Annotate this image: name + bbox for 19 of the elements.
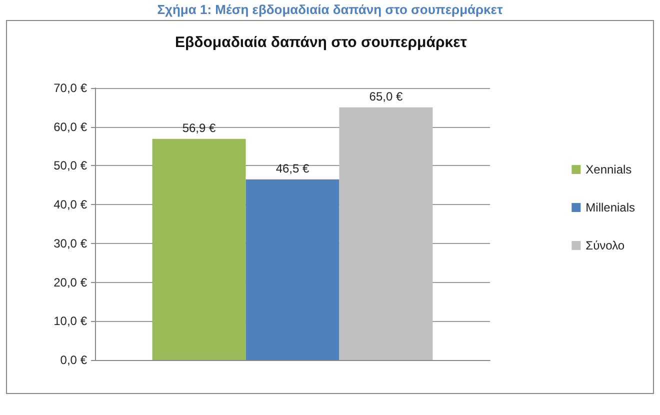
legend-label: Σύνολο bbox=[586, 238, 625, 252]
data-label: 65,0 € bbox=[369, 89, 403, 104]
legend-label: Xennials bbox=[586, 162, 632, 176]
y-tick-label: 10,0 € bbox=[54, 314, 88, 328]
y-tick-label: 0,0 € bbox=[60, 353, 88, 367]
y-tick-label: 50,0 € bbox=[54, 158, 88, 173]
y-tick-label: 70,0 € bbox=[54, 81, 88, 95]
y-tick-label: 40,0 € bbox=[54, 198, 88, 212]
y-tick-label: 20,0 € bbox=[54, 275, 88, 290]
bar bbox=[152, 138, 246, 360]
y-tick-label: 30,0 € bbox=[54, 236, 88, 250]
data-label: 46,5 € bbox=[276, 161, 310, 176]
chart-subtitle: Εβδομαδιαία δαπάνη στο σουπερμάρκετ bbox=[175, 34, 468, 51]
legend-label: Millenials bbox=[586, 200, 636, 214]
chart-title: Σχήμα 1: Μέση εβδομαδιαία δαπάνη στο σουπερμάρκετ bbox=[156, 2, 504, 17]
y-tick-label: 60,0 € bbox=[54, 120, 88, 134]
bar bbox=[339, 107, 433, 360]
bar bbox=[246, 179, 340, 360]
data-label: 56,9 € bbox=[182, 120, 216, 135]
